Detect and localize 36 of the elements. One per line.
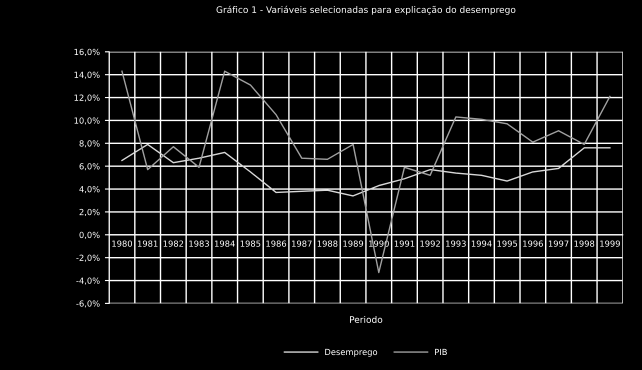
x-tick-label: 1997 — [548, 240, 568, 247]
legend-label: PIB — [435, 348, 447, 355]
y-tick-label: 12,0% — [74, 94, 100, 102]
x-tick-label: 1989 — [343, 240, 364, 247]
y-tick-label: 8,0% — [80, 140, 100, 148]
y-tick-label: 2,0% — [80, 208, 100, 216]
x-tick-label: 1993 — [446, 240, 466, 247]
x-tick-label: 1995 — [497, 240, 518, 247]
y-tick-label: 0,0% — [79, 232, 100, 239]
y-tick-label: 16,0% — [74, 48, 100, 56]
x-tick-label: 1986 — [266, 240, 286, 247]
y-tick-label: -6,0% — [76, 300, 100, 308]
x-tick-label: 1994 — [472, 240, 492, 247]
x-tick-label: 1983 — [189, 240, 209, 247]
y-tick-label: -4,0% — [76, 278, 100, 285]
y-tick-label: 10,0% — [74, 117, 100, 125]
x-tick-label: 1998 — [574, 240, 594, 247]
x-tick-label: 1982 — [164, 240, 184, 247]
x-tick-label: 1988 — [318, 240, 338, 247]
x-tick-label: 1981 — [138, 240, 158, 247]
chart-title: Gráfico 1 - Variáveis selecionadas para explicação do desemprego — [216, 6, 516, 15]
legend-label: Desemprego — [325, 348, 378, 357]
x-tick-label: 1996 — [523, 240, 543, 247]
x-tick-label: 1999 — [600, 240, 620, 247]
x-tick-label: 1991 — [394, 240, 414, 247]
y-tick-label: 6,0% — [80, 163, 100, 170]
x-tick-label: 1992 — [420, 240, 440, 247]
y-tick-label: 14,0% — [74, 72, 100, 79]
x-tick-label: 1980 — [112, 240, 132, 247]
line-series — [121, 144, 611, 197]
x-tick-label: 1984 — [215, 240, 235, 247]
x-tick-label: 1985 — [240, 240, 260, 247]
x-axis-title: Periodo — [350, 316, 382, 323]
x-tick-label: 1987 — [292, 240, 312, 247]
y-tick-label: -2,0% — [76, 254, 100, 262]
y-tick-label: 4,0% — [79, 186, 100, 194]
